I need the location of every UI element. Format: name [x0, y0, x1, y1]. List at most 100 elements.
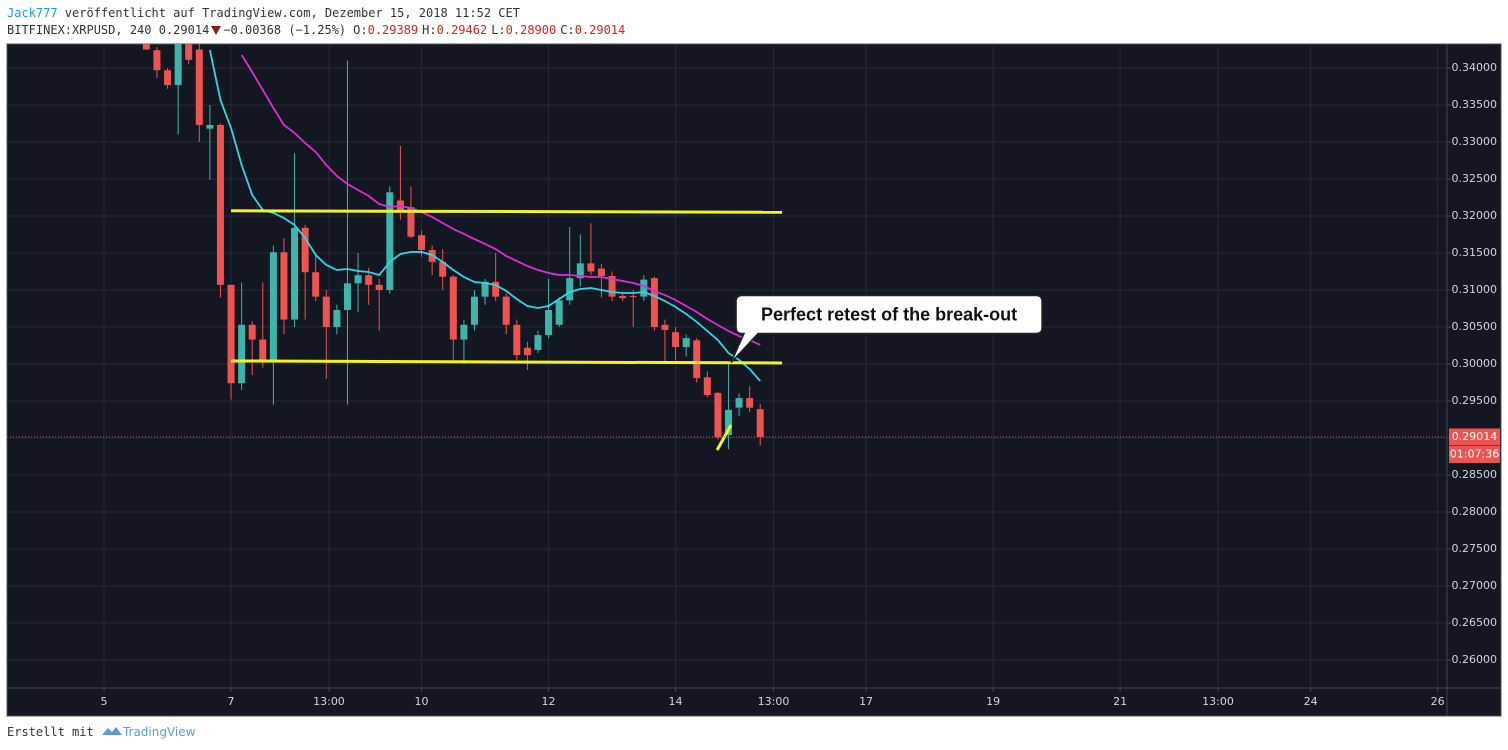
- candle-body: [693, 340, 701, 379]
- logo: [101, 727, 122, 735]
- published: veröffentlicht auf TradingView.com, Deze…: [57, 6, 520, 20]
- y-tick-label: 0.27500: [1452, 542, 1498, 555]
- candle-body: [756, 409, 764, 437]
- candle-body: [682, 338, 690, 347]
- price-label-box: [1449, 428, 1500, 446]
- ohlc-label: C:: [560, 23, 575, 37]
- candle-body: [312, 272, 320, 297]
- ohlc-label: L:: [491, 23, 506, 37]
- candle-body: [365, 275, 373, 285]
- countdown-box: [1449, 445, 1500, 463]
- candle-body: [301, 227, 309, 273]
- y-tick-label: 0.34000: [1452, 61, 1498, 74]
- y-tick-label: 0.31500: [1452, 246, 1498, 259]
- ohlc-value: 0.29389: [367, 23, 419, 37]
- y-tick-label: 0.30500: [1452, 320, 1498, 333]
- x-tick-label: 13:00: [758, 695, 790, 708]
- candle-body: [746, 398, 754, 408]
- price-label: 0.29014: [1452, 430, 1498, 443]
- candle-body: [343, 283, 351, 310]
- candle-body: [576, 263, 584, 279]
- candle-body: [481, 281, 489, 297]
- y-tick-label: 0.31000: [1452, 283, 1498, 296]
- candle-body: [259, 339, 267, 361]
- y-tick-label: 0.26000: [1452, 653, 1498, 666]
- candle-body: [470, 296, 478, 325]
- candle-body: [238, 324, 246, 384]
- x-tick-label: 24: [1304, 695, 1318, 708]
- candle-body: [449, 276, 457, 340]
- candle-body: [703, 377, 711, 396]
- ohlc-value: 0.29014: [574, 23, 626, 37]
- chart-background: [6, 43, 1502, 717]
- footer: Erstellt mit TradingView: [7, 725, 195, 739]
- candle-body: [672, 332, 680, 347]
- candle-body: [227, 284, 235, 384]
- candle-body: [735, 398, 743, 408]
- y-tick-label: 0.30000: [1452, 357, 1498, 370]
- callout-box: [730, 294, 1043, 364]
- last: 0.29014: [158, 23, 210, 37]
- candle-body: [142, 44, 150, 50]
- trend-line: [715, 424, 733, 451]
- candle-body: [640, 279, 648, 297]
- candle-body: [502, 296, 510, 325]
- x-tick-label: 21: [1113, 695, 1127, 708]
- candle-body: [174, 44, 182, 85]
- candle-body: [195, 49, 203, 125]
- trend-line: [231, 359, 783, 365]
- y-tick-label: 0.33500: [1452, 98, 1498, 111]
- x-tick-label: 13:00: [313, 695, 345, 708]
- y-tick-label: 0.26500: [1452, 616, 1498, 629]
- candle-body: [153, 50, 161, 71]
- y-tick-label: 0.33000: [1452, 135, 1498, 148]
- candle-body: [164, 70, 172, 85]
- y-tick-label: 0.28500: [1452, 468, 1498, 481]
- candle-body: [661, 324, 669, 330]
- candle-body: [587, 263, 595, 272]
- brand[interactable]: TradingView: [122, 725, 196, 739]
- candle-body: [386, 192, 394, 290]
- countdown: 01:07:36: [1450, 447, 1499, 460]
- candle-body: [492, 281, 500, 297]
- candle-body: [513, 324, 521, 356]
- candle-body: [619, 295, 627, 299]
- candle-body: [291, 227, 299, 320]
- symbol: BITFINEX:XRPUSD, 240: [7, 23, 152, 37]
- candle-body: [354, 275, 362, 284]
- x-tick-label: 5: [101, 695, 108, 708]
- candle-body: [280, 252, 288, 320]
- x-tick-label: 13:00: [1202, 695, 1234, 708]
- x-tick-label: 10: [415, 695, 429, 708]
- publish-line: Jack777 veröffentlicht auf TradingView.c…: [7, 6, 520, 20]
- y-tick-label: 0.32000: [1452, 209, 1498, 222]
- x-tick-label: 19: [986, 695, 1000, 708]
- y-tick-label: 0.27000: [1452, 579, 1498, 592]
- x-tick-label: 17: [859, 695, 873, 708]
- candle-body: [206, 124, 214, 129]
- candle-body: [629, 295, 637, 297]
- trend-line: [231, 209, 783, 214]
- candle-body: [608, 275, 616, 297]
- candle-body: [216, 124, 224, 285]
- x-tick-label: 12: [542, 695, 556, 708]
- candle-body: [534, 335, 542, 350]
- y-tick-label: 0.28000: [1452, 505, 1498, 518]
- x-tick-label: 14: [669, 695, 683, 708]
- candle-body: [555, 300, 563, 325]
- symbol-line: BITFINEX:XRPUSD, 240 0.29014 −0.00368 (−1…: [7, 23, 625, 37]
- callout-text: Perfect retest of the break-out: [761, 304, 1017, 324]
- ma-line: [240, 54, 761, 346]
- author-link[interactable]: Jack777: [7, 6, 58, 20]
- y-tick-label: 0.29500: [1452, 394, 1498, 407]
- candle-body: [545, 309, 553, 336]
- ohlc-value: 0.29462: [436, 23, 488, 37]
- change: −0.00368 (−1.25%): [223, 23, 347, 37]
- candle-body: [650, 278, 658, 327]
- candle-body: [418, 235, 426, 251]
- candle-body: [322, 296, 330, 327]
- x-tick-label: 7: [228, 695, 235, 708]
- candle-body: [714, 392, 722, 438]
